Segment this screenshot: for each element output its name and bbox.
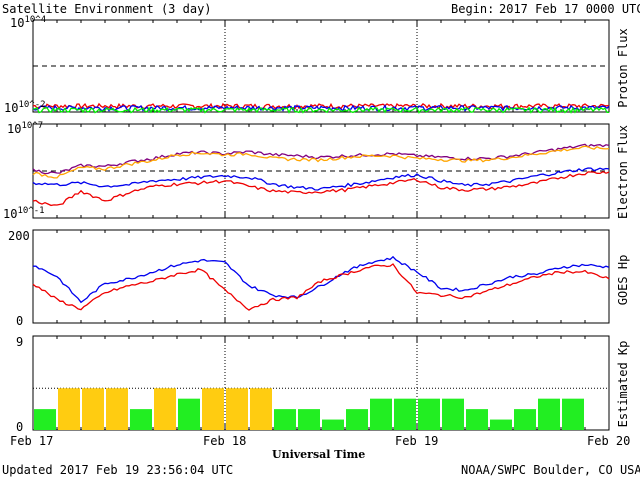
x-tick-label-feb18: Feb 18 bbox=[203, 434, 246, 448]
hp-series-blue bbox=[33, 255, 610, 304]
kp-bar bbox=[250, 388, 272, 430]
kp-bar bbox=[298, 409, 320, 430]
hp-panel bbox=[32, 230, 610, 323]
plot-content bbox=[32, 20, 610, 430]
proton-series-green bbox=[32, 106, 609, 114]
proton-series-blue bbox=[32, 104, 610, 112]
credit-text: NOAA/SWPC Boulder, CO USA bbox=[461, 463, 640, 477]
electron-panel bbox=[32, 124, 610, 218]
kp-bar bbox=[202, 388, 224, 430]
electron-y-min-label: 1010^-1 bbox=[3, 206, 45, 221]
kp-bar bbox=[418, 398, 440, 430]
kp-bar bbox=[34, 409, 56, 430]
kp-bar bbox=[514, 409, 536, 430]
electron-flux-ylabel: Electron Flux bbox=[616, 125, 630, 219]
kp-y-max-label: 9 bbox=[16, 335, 23, 349]
kp-bar bbox=[442, 398, 464, 430]
electron-series-red bbox=[32, 170, 610, 207]
kp-bar bbox=[370, 398, 392, 430]
updated-timestamp: Updated 2017 Feb 19 23:56:04 UTC bbox=[2, 463, 233, 477]
kp-bar bbox=[58, 388, 80, 430]
x-axis-label: Universal Time bbox=[272, 448, 365, 461]
kp-frame bbox=[32, 335, 610, 431]
hp-y-min-label: 0 bbox=[16, 314, 23, 328]
hp-series-red bbox=[32, 263, 610, 311]
kp-bar bbox=[274, 409, 296, 430]
begin-value: 2017 Feb 17 0000 UTC bbox=[499, 2, 640, 16]
x-tick-label-feb17: Feb 17 bbox=[10, 434, 53, 448]
kp-bar bbox=[130, 409, 152, 430]
kp-bar bbox=[562, 398, 584, 430]
estimated-kp-ylabel: Estimated Kp bbox=[616, 341, 630, 428]
kp-bar bbox=[154, 388, 176, 430]
kp-bar bbox=[346, 409, 368, 430]
kp-bar bbox=[490, 419, 512, 430]
electron-series-orange bbox=[32, 145, 610, 179]
plot-title: Satellite Environment (3 day) bbox=[2, 2, 212, 16]
kp-bar bbox=[226, 388, 248, 430]
goes-hp-ylabel: GOES Hp bbox=[616, 255, 630, 306]
hp-y-max-label: 200 bbox=[8, 229, 30, 243]
kp-bar bbox=[82, 388, 104, 430]
electron-series-blue bbox=[32, 167, 610, 191]
kp-bar bbox=[538, 398, 560, 430]
x-tick-label-feb19: Feb 19 bbox=[395, 434, 438, 448]
begin-label: Begin: bbox=[451, 2, 494, 16]
panel-frames bbox=[32, 19, 610, 431]
proton-flux-ylabel: Proton Flux bbox=[616, 28, 630, 107]
kp-panel bbox=[32, 335, 610, 430]
kp-bar bbox=[466, 409, 488, 430]
electron-series-purple bbox=[32, 143, 610, 175]
kp-bar bbox=[394, 398, 416, 430]
kp-y-min-label: 0 bbox=[16, 420, 23, 434]
proton-panel bbox=[32, 20, 610, 114]
kp-bar bbox=[322, 419, 344, 430]
x-tick-label-feb20: Feb 20 bbox=[587, 434, 630, 448]
kp-bar bbox=[106, 388, 128, 430]
kp-bar bbox=[178, 398, 200, 430]
